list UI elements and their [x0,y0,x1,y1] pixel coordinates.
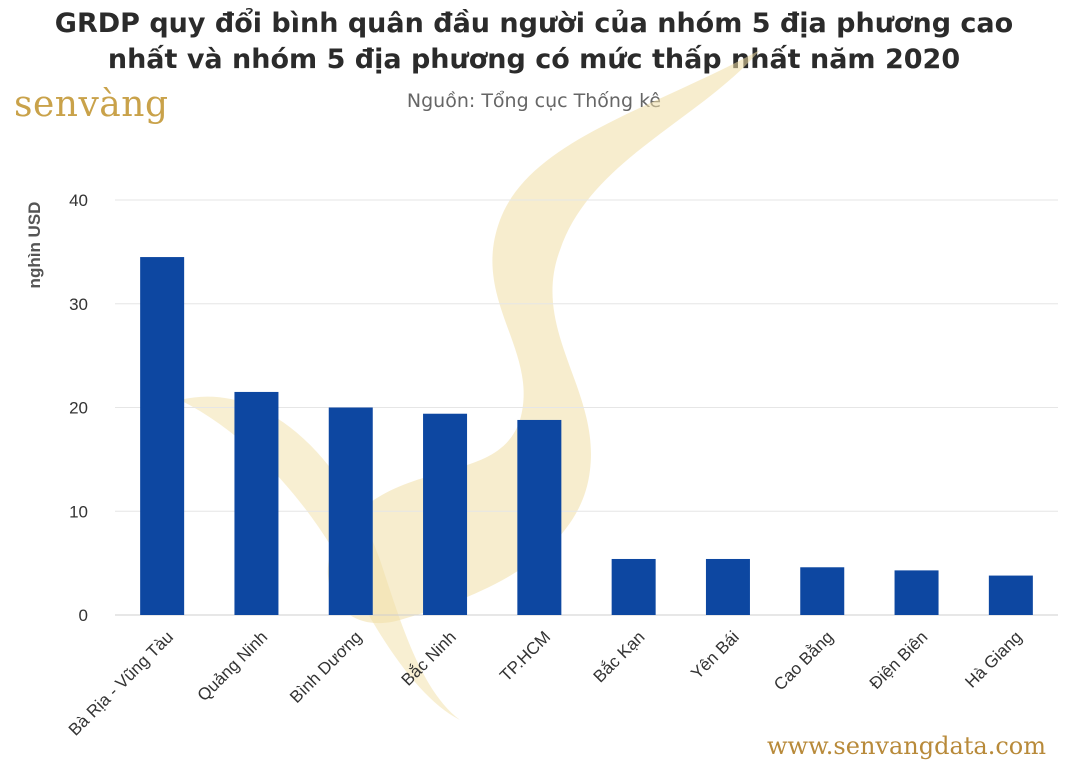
y-tick-label: 20 [69,399,88,418]
y-tick-label: 30 [69,295,88,314]
x-tick-label: Quảng Ninh [194,627,272,705]
watermark-logo [180,50,760,720]
x-tick-label: TP.HCM [496,627,554,685]
bar [328,407,373,615]
x-tick-label: Bà Rịa - Vũng Tàu [65,627,177,739]
title-line-1: GRDP quy đổi bình quân đầu người của nhó… [54,8,1014,39]
chart-subtitle: Nguồn: Tổng cục Thống kê [406,90,662,112]
bar [140,257,185,615]
chart-title: GRDP quy đổi bình quân đầu người của nhó… [0,6,1068,78]
y-tick-label: 10 [69,502,88,521]
y-tick-label: 0 [79,606,88,625]
bar [611,558,656,615]
bars [140,257,1033,615]
bar [423,413,468,615]
y-axis-label: nghìn USD [25,202,44,289]
bar [517,419,562,615]
x-tick-label: Cao Bằng [770,627,837,694]
x-tick-label: Bình Dương [286,627,365,706]
x-tick-label: Yên Bái [687,627,743,683]
title-line-2: nhất và nhóm 5 địa phương có mức thấp nh… [107,44,961,75]
logo-text: senvàng [14,84,169,125]
x-tick-label: Bắc Kạn [590,627,649,686]
senvang-logo: senvàng [14,84,169,125]
y-axis-ticks: 0 10 20 30 40 [69,191,88,625]
watermark-swoosh [180,396,460,720]
website-watermark: www.senvangdata.com [767,732,1046,760]
bar [894,570,939,615]
x-tick-label: Điện Biên [866,627,932,693]
y-tick-label: 40 [69,191,88,210]
bar [705,558,750,615]
x-axis-ticks: Bà Rịa - Vũng Tàu Quảng Ninh Bình Dương Bắc… [65,627,1026,739]
bar [988,575,1033,615]
bar [800,567,845,615]
x-tick-label: Hà Giang [961,627,1025,691]
bar [234,391,279,615]
